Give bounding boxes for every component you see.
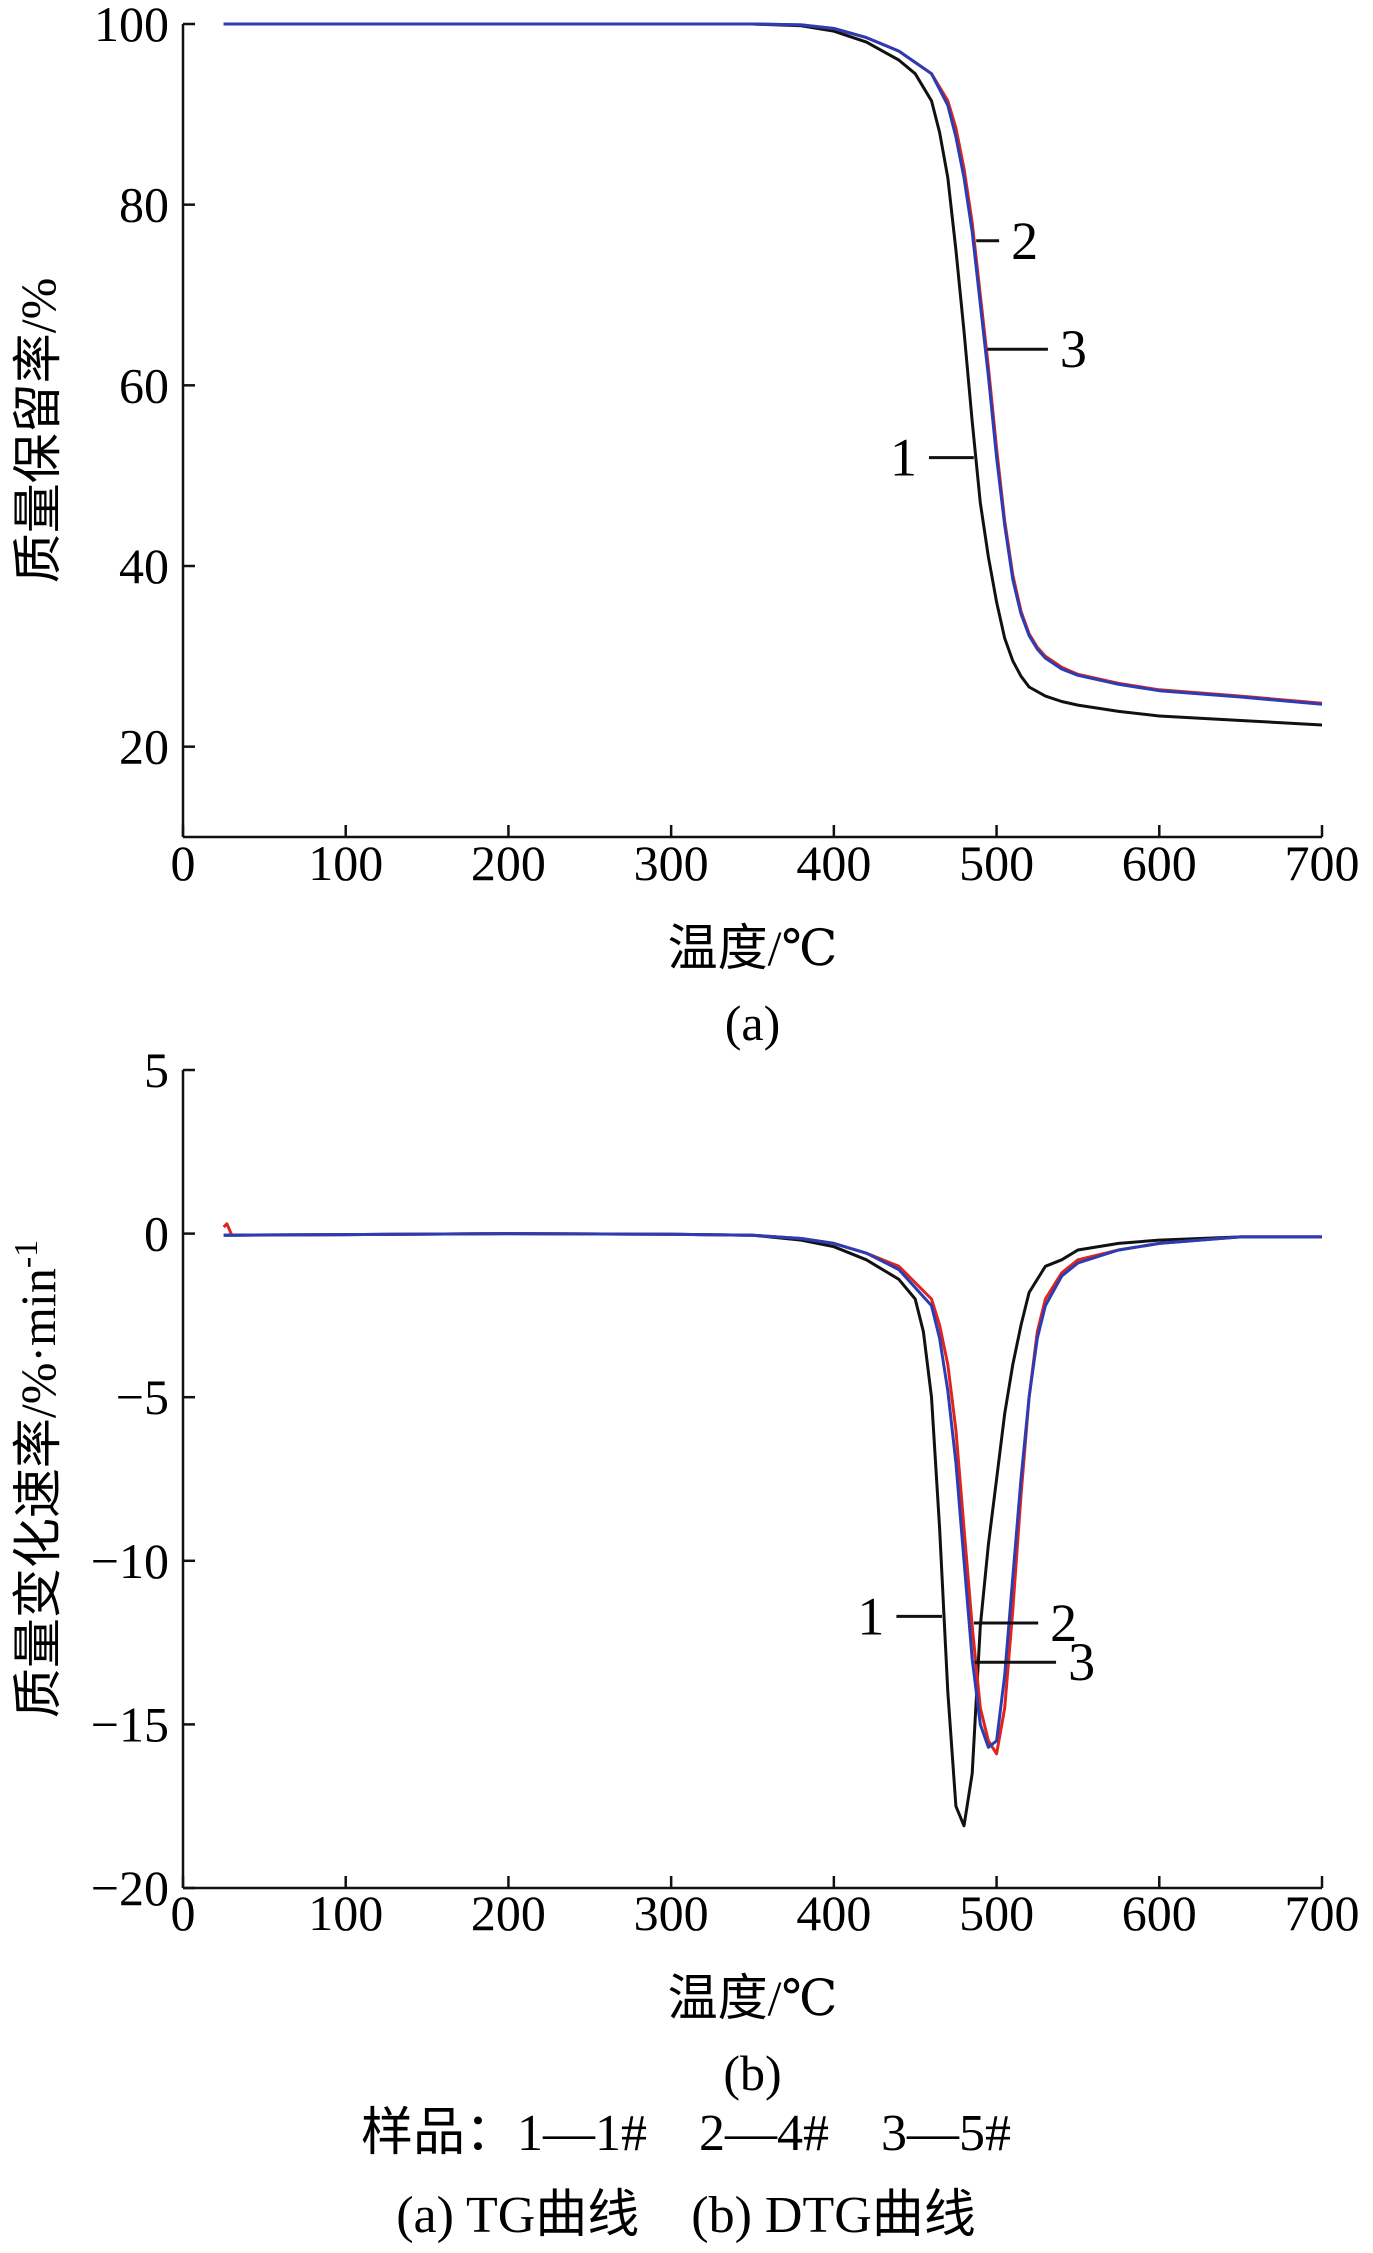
legend-caption: 样品：1—1# 2—4# 3—5# (361, 2105, 1011, 2162)
curve-label: 2 (1011, 211, 1038, 271)
y-axis-label: 质量变化速率/%·min-1 (8, 1240, 66, 1718)
y-tick-label: −10 (91, 1533, 169, 1589)
chart-b-dtg: 0 100 200 300 400 500 600 700 5 0 −5 −10 −15 −20 温度/℃ 质… (8, 1042, 1360, 2101)
curve-label: 2 (1050, 1593, 1077, 1653)
x-tick-label: 500 (959, 1885, 1034, 1941)
y-tick-label: 0 (144, 1206, 169, 1262)
x-tick-label: 500 (959, 835, 1034, 891)
curve-label: 3 (1060, 319, 1087, 379)
x-tick-label: 700 (1285, 1885, 1360, 1941)
x-tick-label: 400 (796, 835, 871, 891)
x-tick-label: 700 (1285, 835, 1360, 891)
y-tick-label: 60 (119, 357, 169, 413)
y-tick-label: 40 (119, 538, 169, 594)
x-tick-label: 300 (634, 835, 709, 891)
subplot-label: (b) (723, 2045, 781, 2101)
x-tick-label: 100 (308, 1885, 383, 1941)
x-tick-label: 200 (471, 835, 546, 891)
x-tick-label: 100 (308, 835, 383, 891)
figure-caption: (a) TG曲线 (b) DTG曲线 (396, 2187, 976, 2244)
series-line-1 (223, 1232, 1322, 1828)
chart-a-tg: 0 100 200 300 400 500 600 700 20 40 60 80 100 温度/℃ 质量保… (10, 0, 1360, 1051)
y-tick-label: −5 (116, 1369, 169, 1425)
y-tick-label: 20 (119, 719, 169, 775)
y-tick-label: −15 (91, 1696, 169, 1752)
x-tick-label: 0 (171, 835, 196, 891)
x-tick-label: 0 (171, 1885, 196, 1941)
curve-label: 3 (1068, 1632, 1095, 1692)
x-tick-label: 400 (796, 1885, 871, 1941)
x-axis-label: 温度/℃ (668, 920, 838, 976)
x-axis-label: 温度/℃ (668, 1970, 838, 2026)
curve-label: 1 (857, 1586, 884, 1646)
y-tick-label: 100 (94, 0, 169, 52)
y-tick-label: 5 (144, 1042, 169, 1098)
series-line-3 (223, 22, 1323, 706)
y-tick-label: −20 (91, 1860, 169, 1916)
series-line-2 (222, 1222, 1322, 1756)
x-tick-label: 600 (1122, 1885, 1197, 1941)
curve-label: 1 (890, 428, 917, 488)
y-tick-label: 80 (119, 177, 169, 233)
y-axis-label: 质量保留率/% (10, 278, 66, 584)
series-line-2 (223, 22, 1323, 705)
series-line-1 (223, 22, 1323, 727)
series-line-3 (223, 1232, 1322, 1749)
x-tick-label: 200 (471, 1885, 546, 1941)
x-tick-label: 300 (634, 1885, 709, 1941)
x-tick-label: 600 (1122, 835, 1197, 891)
subplot-label: (a) (725, 995, 781, 1051)
